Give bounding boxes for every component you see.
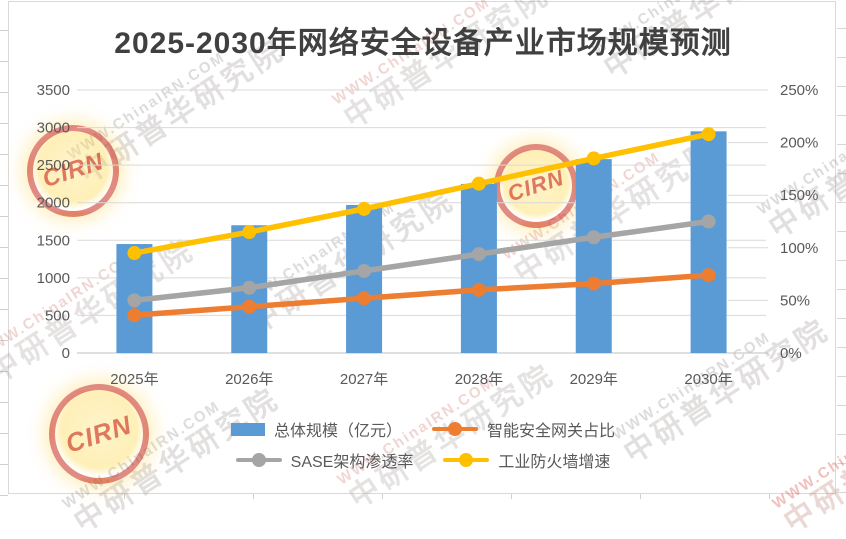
left-axis-label: 2500 [37,157,70,174]
right-axis-label: 200% [780,135,818,152]
left-axis-label: 2000 [37,195,70,212]
right-axis-label: 250% [780,82,818,99]
point-SASE架构渗透率-2029年[interactable] [586,230,601,245]
legend-row: 总体规模（亿元） 智能安全网关占比 [230,417,615,441]
legend-label: 总体规模（亿元） [273,423,402,440]
legend-item-SASE架构渗透率[interactable]: SASE架构渗透率 [235,448,414,472]
legend-line-swatch [235,453,282,467]
legend-row: SASE架构渗透率 工业防火墙增速 [235,448,610,472]
legend-item-智能安全网关占比[interactable]: 智能安全网关占比 [432,417,615,441]
right-axis-label: 50% [780,292,810,309]
x-axis-label-2028年: 2028年 [455,371,503,388]
point-工业防火墙增速-2025年[interactable] [127,246,142,261]
point-智能安全网关占比-2027年[interactable] [357,291,372,306]
legend-label: 工业防火墙增速 [498,454,611,471]
point-SASE架构渗透率-2025年[interactable] [127,293,142,308]
left-axis-label: 3000 [37,120,70,137]
legend-item-工业防火墙增速[interactable]: 工业防火墙增速 [443,448,610,472]
left-axis-label: 500 [45,307,70,324]
legend-line-swatch [432,422,478,436]
bar-2028年[interactable] [460,183,497,353]
line-智能安全网关占比[interactable] [131,272,712,318]
line-SASE架构渗透率[interactable] [131,218,712,304]
x-axis-label-2029年: 2029年 [570,371,618,388]
point-SASE架构渗透率-2026年[interactable] [242,280,257,295]
point-工业防火墙增速-2027年[interactable] [357,201,372,216]
right-axis-label: 150% [780,187,818,204]
point-SASE架构渗透率-2028年[interactable] [471,247,486,262]
point-智能安全网关占比-2026年[interactable] [242,299,257,314]
bar-2029年[interactable] [575,159,612,353]
x-axis-label-2026年: 2026年 [225,371,273,388]
chart-title[interactable]: 2025-2030年网络安全设备产业市场规模预测 [114,27,732,60]
left-axis-label: 1500 [37,232,70,249]
legend-label: 智能安全网关占比 [487,423,616,440]
spreadsheet-left-strip [0,0,8,499]
spreadsheet-bottom-strip [8,494,837,499]
point-智能安全网关占比-2029年[interactable] [586,276,601,291]
legend-item-总体规模（亿元）[interactable]: 总体规模（亿元） [230,417,402,441]
x-axis-label-2025年: 2025年 [110,371,158,388]
point-工业防火墙增速-2030年[interactable] [701,127,716,142]
legend-label: SASE架构渗透率 [290,454,414,471]
bar-2027年[interactable] [346,204,383,353]
left-axis-label: 0 [62,345,70,362]
left-axis-label: 3500 [37,82,70,99]
point-智能安全网关占比-2030年[interactable] [701,268,716,283]
point-工业防火墙增速-2026年[interactable] [242,225,257,240]
chart-plot-area: 0 500 1000 1500 2000 2500 3000 3500 0% 50% 100% 150… [37,82,819,388]
spreadsheet-right-strip [837,0,846,499]
point-SASE架构渗透率-2030年[interactable] [701,214,716,229]
point-工业防火墙增速-2028年[interactable] [471,176,486,191]
x-axis-label-2027年: 2027年 [340,371,388,388]
left-axis-label: 1000 [37,270,70,287]
point-智能安全网关占比-2028年[interactable] [471,282,486,297]
legend-line-swatch [443,453,490,467]
point-SASE架构渗透率-2027年[interactable] [357,263,372,278]
right-axis-label: 100% [780,240,818,257]
point-智能安全网关占比-2025年[interactable] [127,308,142,323]
x-axis-label-2030年: 2030年 [684,371,732,388]
chart-legend: 总体规模（亿元） 智能安全网关占比 SASE架构渗透率 工业防火墙增速 [0,417,846,472]
legend-bar-swatch [230,422,265,436]
right-axis-label: 0% [780,345,802,362]
point-工业防火墙增速-2029年[interactable] [586,151,601,166]
line-工业防火墙增速[interactable] [131,131,712,256]
bar-2030年[interactable] [690,131,727,353]
